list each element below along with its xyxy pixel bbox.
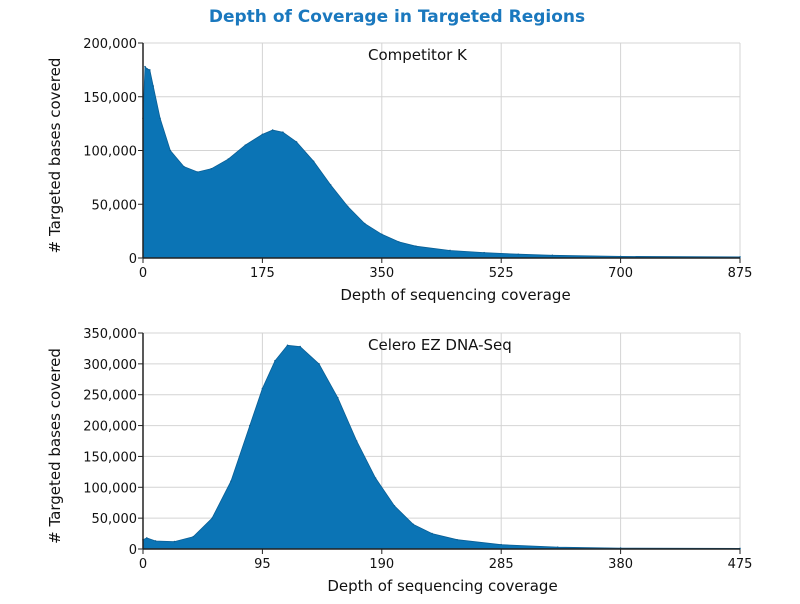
data-point: [318, 363, 320, 365]
data-point: [398, 241, 400, 243]
data-point: [483, 251, 485, 254]
x-tick-label: 175: [250, 266, 275, 281]
data-point: [449, 249, 451, 252]
x-tick-label: 700: [608, 266, 633, 281]
y-tick-label: 350,000: [83, 327, 137, 342]
x-tick-label: 0: [139, 266, 147, 281]
data-point: [456, 538, 459, 541]
x-tick-label: 190: [369, 557, 394, 572]
data-point: [261, 133, 264, 136]
y-tick-label: 0: [129, 252, 137, 267]
data-point: [274, 359, 276, 362]
data-point: [192, 535, 195, 538]
data-point: [556, 546, 559, 548]
x-tick-label: 525: [489, 266, 514, 281]
data-point: [249, 424, 251, 427]
data-point: [355, 440, 358, 442]
histogram-area: [142, 65, 741, 259]
data-point: [329, 184, 332, 186]
data-point: [295, 141, 298, 143]
x-tick-label: 350: [369, 266, 394, 281]
data-point: [154, 540, 157, 542]
x-axis-label: Depth of sequencing coverage: [327, 577, 557, 595]
data-point: [152, 85, 155, 87]
data-point: [169, 149, 172, 152]
y-tick-label: 200,000: [83, 37, 137, 52]
data-point: [183, 165, 185, 168]
x-tick-label: 95: [254, 557, 271, 572]
y-tick-label: 100,000: [83, 481, 137, 496]
data-point: [144, 65, 146, 68]
data-point: [619, 255, 622, 258]
data-point: [196, 171, 199, 173]
data-point: [149, 69, 151, 71]
data-point: [271, 129, 274, 131]
x-tick-label: 0: [139, 557, 147, 572]
data-point: [261, 387, 264, 390]
y-tick-label: 250,000: [83, 389, 137, 404]
data-point: [244, 144, 247, 146]
data-point: [159, 117, 161, 120]
x-tick-label: 475: [728, 557, 753, 572]
y-axis-label: # Targeted bases covered: [46, 348, 64, 544]
series-annotation: Celero EZ DNA-Seq: [368, 336, 512, 354]
chart-title: Depth of Coverage in Targeted Regions: [209, 7, 585, 27]
data-point: [517, 253, 520, 256]
y-tick-label: 300,000: [83, 358, 137, 373]
y-tick-label: 200,000: [83, 420, 137, 435]
data-point: [346, 205, 349, 208]
data-point: [299, 345, 301, 348]
data-point: [173, 540, 176, 543]
data-point: [412, 523, 415, 526]
data-point: [415, 245, 417, 247]
x-axis-label: Depth of sequencing coverage: [340, 286, 570, 304]
x-tick-label: 875: [728, 266, 753, 281]
x-tick-label: 380: [608, 557, 633, 572]
data-point: [146, 68, 148, 70]
data-point: [312, 160, 315, 163]
y-axis-label: # Targeted bases covered: [46, 58, 64, 254]
data-point: [363, 222, 366, 225]
data-point: [431, 532, 433, 535]
y-tick-label: 50,000: [92, 198, 138, 213]
data-point: [282, 131, 284, 134]
data-point: [551, 254, 554, 257]
data-point: [211, 517, 213, 519]
y-tick-label: 100,000: [83, 145, 137, 160]
data-point: [381, 233, 383, 236]
data-point: [227, 158, 230, 160]
y-tick-label: 0: [129, 543, 137, 558]
data-point: [230, 480, 232, 482]
y-tick-label: 150,000: [83, 91, 137, 106]
data-point: [337, 397, 339, 399]
x-tick-label: 285: [489, 557, 514, 572]
data-point: [500, 543, 503, 546]
data-point: [145, 537, 148, 539]
data-point: [374, 477, 377, 479]
data-point: [393, 505, 396, 507]
data-point: [286, 344, 289, 347]
y-tick-label: 150,000: [83, 450, 137, 465]
data-point: [210, 167, 213, 170]
y-tick-label: 50,000: [92, 512, 138, 527]
series-annotation: Competitor K: [368, 46, 468, 64]
